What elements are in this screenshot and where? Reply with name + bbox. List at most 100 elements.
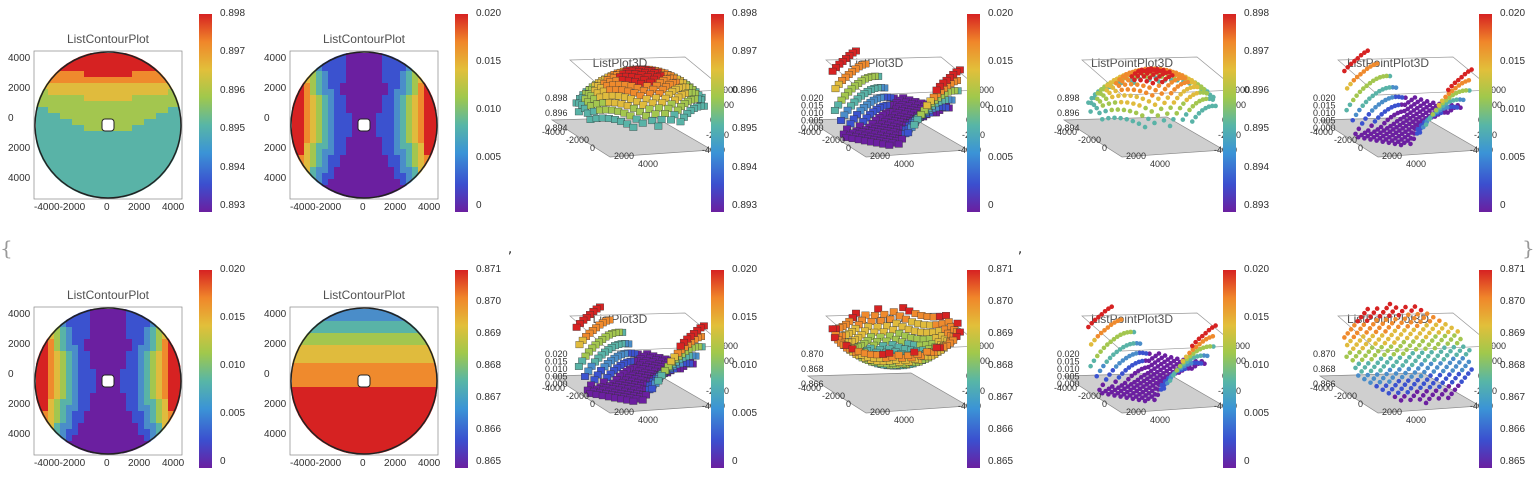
data-point [1396, 312, 1402, 318]
data-point [1178, 92, 1183, 97]
contour-cell [48, 381, 55, 388]
contour-cell [358, 83, 365, 90]
contour-cell [102, 429, 109, 436]
contour-cell [340, 137, 347, 144]
data-point [1423, 110, 1429, 116]
contour-cell [376, 77, 383, 84]
contour-cell [406, 345, 413, 352]
contour-cell [126, 369, 133, 376]
contour-cell [156, 381, 163, 388]
data-point [1411, 327, 1417, 333]
contour-cell [358, 65, 365, 72]
surface-patch [953, 319, 962, 327]
contour-cell [150, 345, 157, 352]
data-point [1101, 345, 1107, 351]
contour-cell [358, 185, 365, 192]
contour-cell [156, 191, 163, 198]
contour-cell [382, 321, 389, 328]
data-point [1368, 380, 1373, 385]
contour-cell [400, 83, 407, 90]
contour-cell [60, 149, 67, 156]
surface-patch [874, 305, 883, 313]
contour-cell [54, 375, 61, 382]
contour-cell [316, 59, 323, 66]
data-point [1463, 88, 1469, 93]
data-point [1399, 320, 1404, 326]
contour-cell [138, 101, 145, 108]
contour-cell [84, 333, 91, 340]
data-point [1196, 111, 1202, 116]
contour-cell [156, 143, 163, 150]
y-tick-label: 2000 [8, 339, 31, 350]
contour-cell [126, 351, 133, 358]
contour-cell [292, 399, 299, 406]
contour-cell [174, 53, 181, 60]
contour-cell [120, 113, 127, 120]
contour-cell [298, 107, 305, 114]
contour-cell [418, 119, 425, 126]
contour-cell [168, 321, 175, 328]
data-point [1135, 377, 1141, 383]
contour-cell [66, 77, 73, 84]
contour-cell [322, 125, 329, 132]
contour-cell [96, 435, 103, 442]
contour-cell [66, 191, 73, 198]
contour-cell [114, 447, 121, 454]
contour-cell [304, 351, 311, 358]
contour-cell [310, 119, 317, 126]
data-point [1379, 99, 1385, 105]
contour-cell [340, 357, 347, 364]
data-point [1439, 326, 1445, 331]
contour-cell [322, 71, 329, 78]
data-point [1129, 373, 1135, 379]
x-tick-label: -4000 [1054, 383, 1077, 393]
data-point [1365, 372, 1371, 378]
contour-cell [42, 327, 49, 334]
contour-cell [346, 423, 353, 430]
data-point [1103, 377, 1109, 382]
contour-cell [156, 357, 163, 364]
contour-cell [424, 375, 431, 382]
contour-cell [168, 143, 175, 150]
contour-cell [162, 441, 169, 448]
contour-cell [346, 107, 353, 114]
contour-cell [90, 161, 97, 168]
contour-cell [358, 441, 365, 448]
contour-cell [430, 107, 437, 114]
contour-cell [66, 167, 73, 174]
contour-cell [382, 369, 389, 376]
contour-cell [42, 89, 49, 96]
contour-cell [394, 131, 401, 138]
contour-cell [114, 155, 121, 162]
contour-cell [382, 173, 389, 180]
y-tick-label: 2000 [264, 83, 287, 94]
contour-cell [346, 321, 353, 328]
contour-cell [412, 393, 419, 400]
contour-cell [114, 71, 121, 78]
contour-cell [168, 167, 175, 174]
contour-cell [370, 185, 377, 192]
contour-cell [96, 167, 103, 174]
data-point [1177, 105, 1183, 111]
data-point [1392, 394, 1398, 400]
y-tick-label: 4000 [1230, 85, 1250, 95]
contour-cell [424, 369, 431, 376]
data-point [1140, 389, 1146, 395]
contour-cell [126, 167, 133, 174]
data-point [1365, 48, 1371, 54]
data-point [1390, 127, 1396, 132]
contour-cell [126, 405, 133, 412]
data-point [1396, 94, 1402, 100]
contour-cell [36, 333, 43, 340]
contour-cell [36, 405, 43, 412]
data-point [1113, 379, 1118, 385]
contour-cell [138, 107, 145, 114]
contour-cell [292, 119, 299, 126]
data-point [1364, 318, 1370, 324]
contour-cell [78, 113, 85, 120]
colorbar-tick-label: 0.865 [476, 456, 502, 467]
contour-cell [162, 161, 169, 168]
data-point [1134, 388, 1140, 394]
colorbar-tick-label: 0.015 [988, 56, 1014, 67]
contour-cell [150, 113, 157, 120]
